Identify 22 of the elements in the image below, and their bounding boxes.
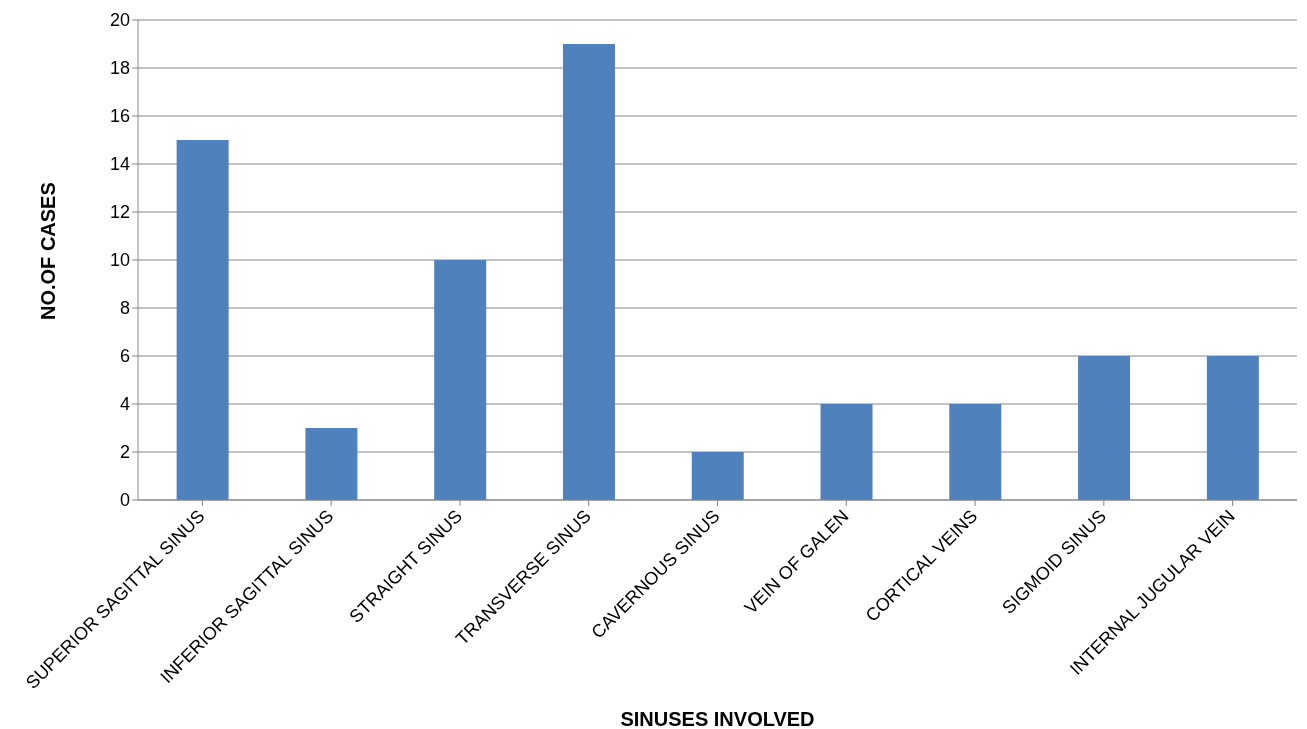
y-tick-label: 14 (109, 154, 130, 175)
bar (176, 140, 229, 500)
x-axis-title: SINUSES INVOLVED (620, 708, 815, 729)
y-tick-label: 20 (109, 10, 130, 31)
bar (1078, 356, 1131, 500)
bar (949, 404, 1002, 500)
bar (691, 452, 744, 500)
y-tick-label: 6 (119, 346, 130, 367)
bar (562, 44, 615, 500)
y-tick-label: 12 (109, 202, 130, 223)
y-tick-label: 18 (109, 58, 130, 79)
y-tick-label: 0 (119, 490, 130, 511)
y-tick-label: 10 (109, 250, 130, 271)
bar (820, 404, 873, 500)
bar (434, 260, 487, 500)
y-tick-label: 4 (119, 394, 130, 415)
y-tick-label: 2 (119, 442, 130, 463)
y-tick-label: 16 (109, 106, 130, 127)
y-tick-label: 8 (119, 298, 130, 319)
bar (305, 428, 358, 500)
bar (1206, 356, 1259, 500)
y-axis-title: NO.OF CASES (37, 182, 60, 320)
